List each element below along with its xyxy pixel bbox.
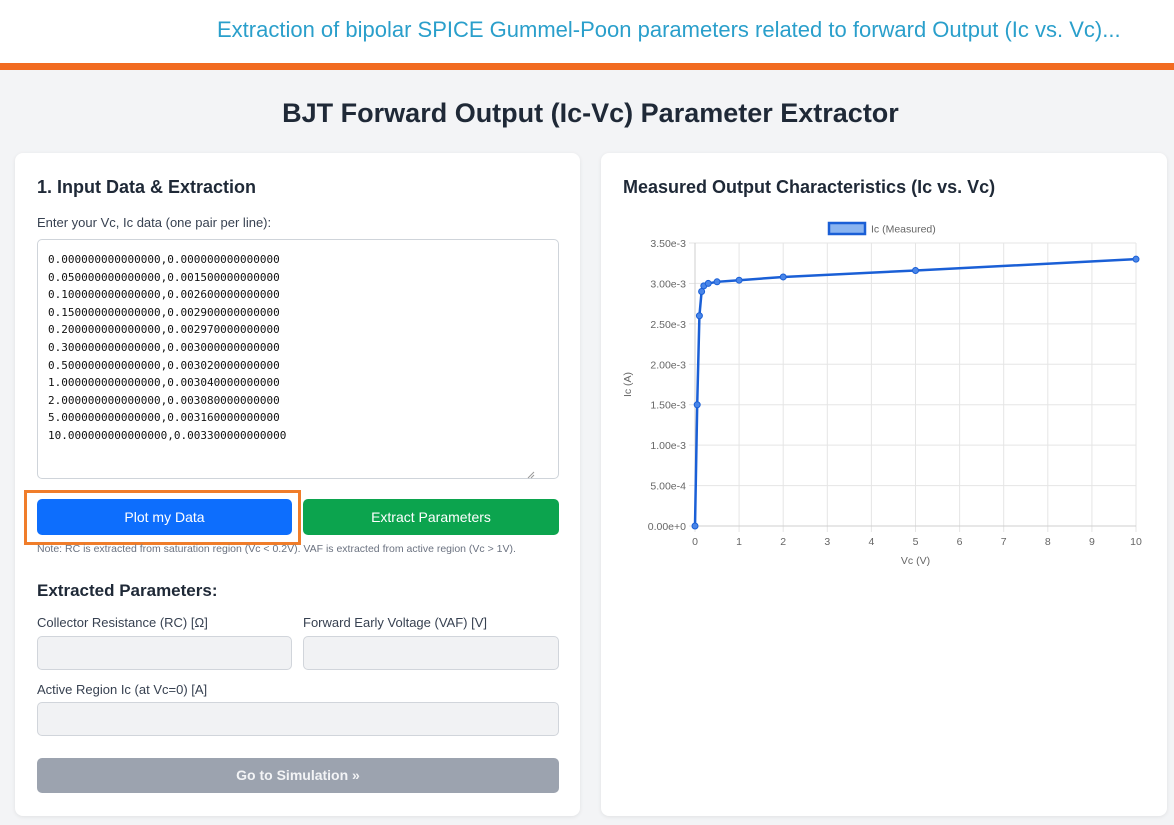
x-tick-label: 1	[736, 536, 742, 548]
x-tick-label: 3	[824, 536, 830, 548]
plot-my-data-button[interactable]: Plot my Data	[37, 499, 292, 535]
y-tick-label: 3.00e-3	[650, 278, 686, 290]
data-point	[779, 273, 787, 281]
y-tick-label: 0.00e+0	[648, 521, 686, 533]
extract-parameters-button[interactable]: Extract Parameters	[303, 499, 559, 535]
x-tick-label: 7	[1001, 536, 1007, 548]
input-panel-title: 1. Input Data & Extraction	[37, 177, 257, 197]
plot-button-highlight	[24, 490, 301, 545]
resize-handle-icon[interactable]	[527, 471, 535, 479]
data-point	[1132, 255, 1140, 263]
data-point	[735, 276, 743, 284]
x-tick-label: 4	[868, 536, 874, 548]
top-header-bar: Extraction of bipolar SPICE Gummel-Poon …	[0, 0, 1174, 63]
y-tick-label: 3.50e-3	[650, 238, 686, 250]
y-tick-label: 1.00e-3	[650, 440, 686, 452]
data-point	[704, 279, 712, 287]
extracted-parameters-title: Extracted Parameters:	[37, 581, 218, 600]
data-point	[698, 288, 706, 296]
vaf-output-field[interactable]	[303, 636, 559, 670]
header-accent-line	[0, 63, 1174, 70]
x-tick-label: 6	[957, 536, 963, 548]
data-point	[912, 266, 919, 274]
y-tick-label: 2.00e-3	[650, 359, 686, 371]
ic-vc-chart: 0.00e+0 5.00e-4 1.00e-3 1.50e-3 2.00e-3 2.50e…	[622, 221, 1142, 567]
y-tick-label: 2.50e-3	[650, 319, 686, 331]
data-point	[713, 278, 721, 286]
y-axis-label: Ic (A)	[622, 372, 634, 397]
y-tick-label: 5.00e-4	[650, 481, 686, 493]
extraction-note: Note: RC is extracted from saturation re…	[37, 543, 516, 555]
ic-label: Active Region Ic (at Vc=0) [A]	[37, 682, 208, 697]
data-textarea-label: Enter your Vc, Ic data (one pair per lin…	[37, 215, 272, 230]
chart-container: 0.00e+0 5.00e-4 1.00e-3 1.50e-3 2.00e-3 2.50e…	[601, 213, 1167, 583]
x-axis-label: Vc (V)	[901, 555, 930, 567]
rc-output-field[interactable]	[37, 636, 292, 670]
x-tick-label: 5	[913, 536, 919, 548]
vaf-label: Forward Early Voltage (VAF) [V]	[303, 615, 487, 630]
legend-label: Ic (Measured)	[871, 224, 936, 236]
data-textarea[interactable]: 0.000000000000000,0.000000000000000 0.05…	[37, 239, 559, 479]
x-tick-label: 9	[1089, 536, 1095, 548]
x-tick-label: 8	[1045, 536, 1051, 548]
chart-panel-title: Measured Output Characteristics (Ic vs. …	[623, 177, 996, 197]
x-tick-label: 2	[780, 536, 786, 548]
chart-panel: Measured Output Characteristics (Ic vs. …	[601, 153, 1167, 816]
header-title[interactable]: Extraction of bipolar SPICE Gummel-Poon …	[217, 17, 1121, 42]
legend-swatch	[827, 221, 867, 236]
rc-label: Collector Resistance (RC) [Ω]	[37, 615, 208, 630]
page-title: BJT Forward Output (Ic-Vc) Parameter Ext…	[282, 98, 899, 128]
input-panel: 1. Input Data & Extraction Enter your Vc…	[15, 153, 580, 816]
go-to-simulation-button[interactable]: Go to Simulation »	[37, 758, 559, 793]
data-point	[693, 401, 701, 409]
x-tick-label: 10	[1130, 536, 1142, 548]
y-tick-label: 1.50e-3	[650, 400, 686, 412]
x-tick-label: 0	[692, 536, 698, 548]
data-point	[695, 312, 703, 320]
data-point	[691, 522, 699, 530]
ic-output-field[interactable]	[37, 702, 559, 736]
